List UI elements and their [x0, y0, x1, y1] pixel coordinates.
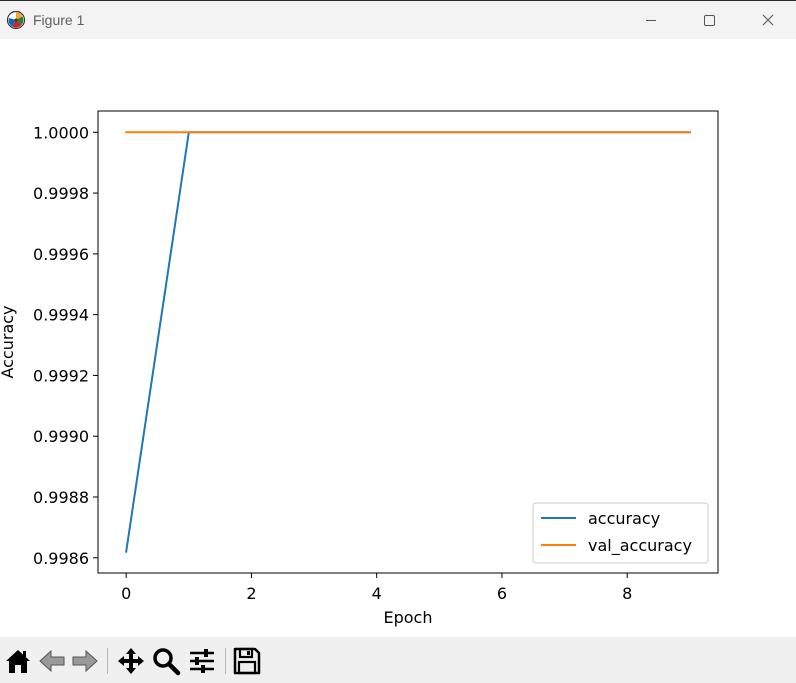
y-tick-label: 0.9994	[33, 306, 89, 325]
back-button[interactable]	[37, 646, 67, 676]
home-icon	[6, 650, 30, 673]
legend-entry-label: accuracy	[588, 509, 660, 528]
maximize-icon	[704, 15, 715, 26]
legend: accuracy val_accuracy	[532, 502, 709, 564]
x-tick-label: 2	[246, 584, 256, 603]
legend-box	[532, 502, 709, 564]
configure-subplots-icon	[190, 649, 214, 673]
toolbar-separator	[107, 648, 108, 674]
x-tick-label: 8	[622, 584, 632, 603]
y-tick-label: 0.9986	[33, 549, 89, 568]
y-tick-label: 0.9990	[33, 427, 89, 446]
y-axis-label: Accuracy	[0, 305, 17, 378]
configure-subplots-button[interactable]	[187, 646, 217, 676]
y-axis: 0.9986 0.9988 0.9990 0.9992 0.9994 0.9996 0.99…	[33, 123, 98, 568]
pan-button[interactable]	[116, 646, 146, 676]
close-button[interactable]	[738, 1, 796, 39]
title-bar: Figure 1	[0, 0, 796, 39]
y-tick-label: 0.9996	[33, 245, 89, 264]
x-axis: 0 2 4 6 8	[121, 573, 632, 603]
x-tick-label: 0	[121, 584, 131, 603]
forward-button[interactable]	[70, 646, 100, 676]
x-tick-label: 4	[372, 584, 382, 603]
navigation-toolbar	[0, 637, 796, 683]
legend-entry-label: val_accuracy	[588, 536, 692, 556]
x-axis-label: Epoch	[384, 608, 433, 627]
save-icon	[233, 647, 261, 675]
y-tick-label: 0.9988	[33, 488, 89, 507]
y-tick-label: 1.0000	[33, 123, 89, 142]
line-chart: 0.9986 0.9988 0.9990 0.9992 0.9994 0.9996 0.99…	[0, 110, 719, 627]
figure-canvas[interactable]: 0.9986 0.9988 0.9990 0.9992 0.9994 0.9996 0.99…	[0, 39, 796, 637]
y-tick-label: 0.9998	[33, 184, 89, 203]
close-icon	[762, 14, 774, 26]
matplotlib-logo-icon	[6, 10, 26, 30]
plot-area	[97, 110, 719, 574]
y-tick-label: 0.9992	[33, 366, 89, 385]
plot-frame	[97, 110, 719, 574]
toolbar-separator	[225, 648, 226, 674]
save-button[interactable]	[232, 646, 262, 676]
x-tick-label: 6	[497, 584, 507, 603]
home-button[interactable]	[3, 646, 33, 676]
maximize-button[interactable]	[680, 1, 738, 39]
pan-icon	[118, 648, 144, 674]
back-arrow-icon	[39, 649, 65, 673]
forward-arrow-icon	[72, 649, 98, 673]
window-title: Figure 1	[33, 12, 85, 28]
series-layer	[125, 131, 691, 553]
zoom-icon	[153, 648, 181, 676]
zoom-button[interactable]	[151, 646, 181, 676]
minimize-icon	[646, 20, 656, 21]
minimize-button[interactable]	[622, 1, 680, 39]
